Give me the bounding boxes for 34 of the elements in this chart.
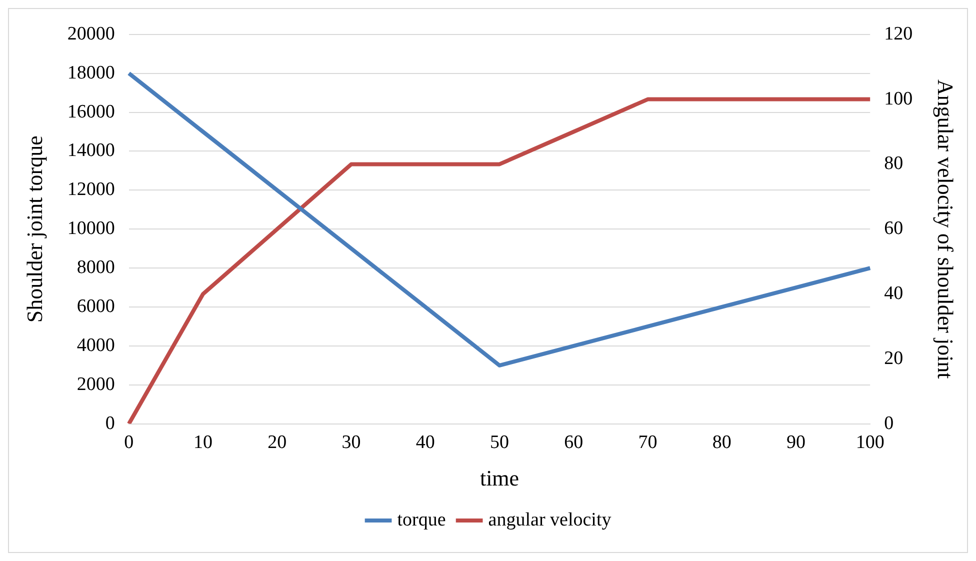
x-tick-label: 40 [416, 432, 435, 454]
y2-tick-label: 20 [884, 348, 904, 369]
y-tick-label: 20000 [67, 23, 115, 44]
x-tick-label: 10 [194, 432, 213, 454]
y-tick-label: 6000 [76, 296, 115, 317]
y-tick-label: 8000 [76, 257, 115, 278]
x-tick-label: 0 [124, 432, 134, 454]
y2-tick-label: 40 [884, 282, 904, 304]
legend-label: angular velocity [488, 509, 612, 530]
y-tick-label: 18000 [67, 62, 115, 84]
x-tick-label: 60 [564, 432, 584, 454]
x-tick-label: 80 [712, 432, 732, 454]
x-tick-label: 100 [856, 432, 884, 454]
y-tick-label: 2000 [76, 374, 115, 395]
y-tick-label: 12000 [67, 179, 115, 200]
y2-tick-label: 60 [884, 218, 904, 240]
y-tick-label: 4000 [76, 334, 115, 356]
y-tick-label: 10000 [67, 218, 115, 240]
y-tick-label: 0 [105, 412, 115, 434]
x-tick-label: 50 [490, 432, 509, 454]
y-axis-title: Shoulder joint torque [22, 136, 47, 323]
x-tick-label: 70 [638, 432, 658, 454]
legend-label: torque [397, 509, 446, 530]
y-tick-label: 14000 [67, 140, 115, 162]
x-tick-label: 30 [342, 432, 361, 454]
x-tick-label: 90 [786, 432, 806, 454]
y2-tick-label: 0 [884, 412, 894, 434]
x-axis-title: time [480, 466, 520, 491]
y2-tick-label: 80 [884, 153, 904, 174]
y-tick-label: 16000 [67, 101, 115, 122]
y2-tick-label: 120 [884, 23, 913, 44]
y2-axis-title: Angular velocity of shoulder joint [933, 79, 958, 379]
y2-tick-label: 100 [884, 88, 913, 110]
x-tick-label: 20 [268, 432, 287, 454]
